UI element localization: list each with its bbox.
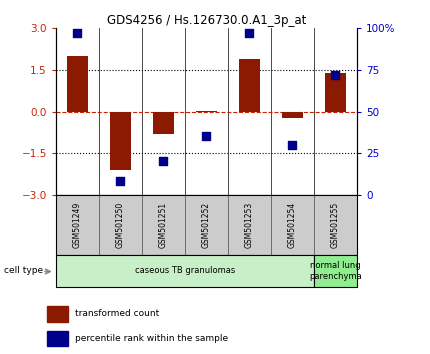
- Bar: [314, 195, 357, 255]
- Bar: [196, 111, 217, 112]
- Text: normal lung
parenchyma: normal lung parenchyma: [309, 261, 362, 280]
- Bar: [185, 195, 228, 255]
- Bar: [67, 56, 88, 112]
- Point: [74, 30, 81, 36]
- Bar: [153, 112, 174, 134]
- Text: GSM501253: GSM501253: [245, 202, 254, 248]
- Text: GSM501255: GSM501255: [331, 202, 340, 248]
- Bar: [271, 195, 314, 255]
- Bar: [228, 195, 271, 255]
- Text: GSM501252: GSM501252: [202, 202, 211, 248]
- Text: transformed count: transformed count: [75, 309, 160, 318]
- Bar: [282, 112, 303, 119]
- Text: caseous TB granulomas: caseous TB granulomas: [135, 266, 235, 275]
- Text: cell type: cell type: [4, 266, 43, 275]
- Bar: [56, 195, 99, 255]
- Point: [289, 142, 296, 148]
- Bar: [239, 59, 260, 112]
- Point: [117, 178, 124, 184]
- Text: GSM501251: GSM501251: [159, 202, 168, 248]
- Bar: [110, 112, 131, 170]
- Text: GSM501250: GSM501250: [116, 202, 125, 248]
- Bar: [99, 195, 142, 255]
- Bar: [142, 195, 185, 255]
- Text: percentile rank within the sample: percentile rank within the sample: [75, 334, 228, 343]
- Point: [203, 134, 210, 139]
- Bar: [47, 331, 68, 347]
- Text: GSM501249: GSM501249: [73, 202, 82, 248]
- Point: [246, 30, 253, 36]
- Title: GDS4256 / Hs.126730.0.A1_3p_at: GDS4256 / Hs.126730.0.A1_3p_at: [107, 14, 306, 27]
- Bar: [325, 73, 346, 112]
- Point: [160, 159, 167, 164]
- Point: [332, 72, 339, 78]
- Bar: [314, 255, 357, 287]
- Bar: [47, 306, 68, 322]
- Text: GSM501254: GSM501254: [288, 202, 297, 248]
- Bar: [56, 255, 314, 287]
